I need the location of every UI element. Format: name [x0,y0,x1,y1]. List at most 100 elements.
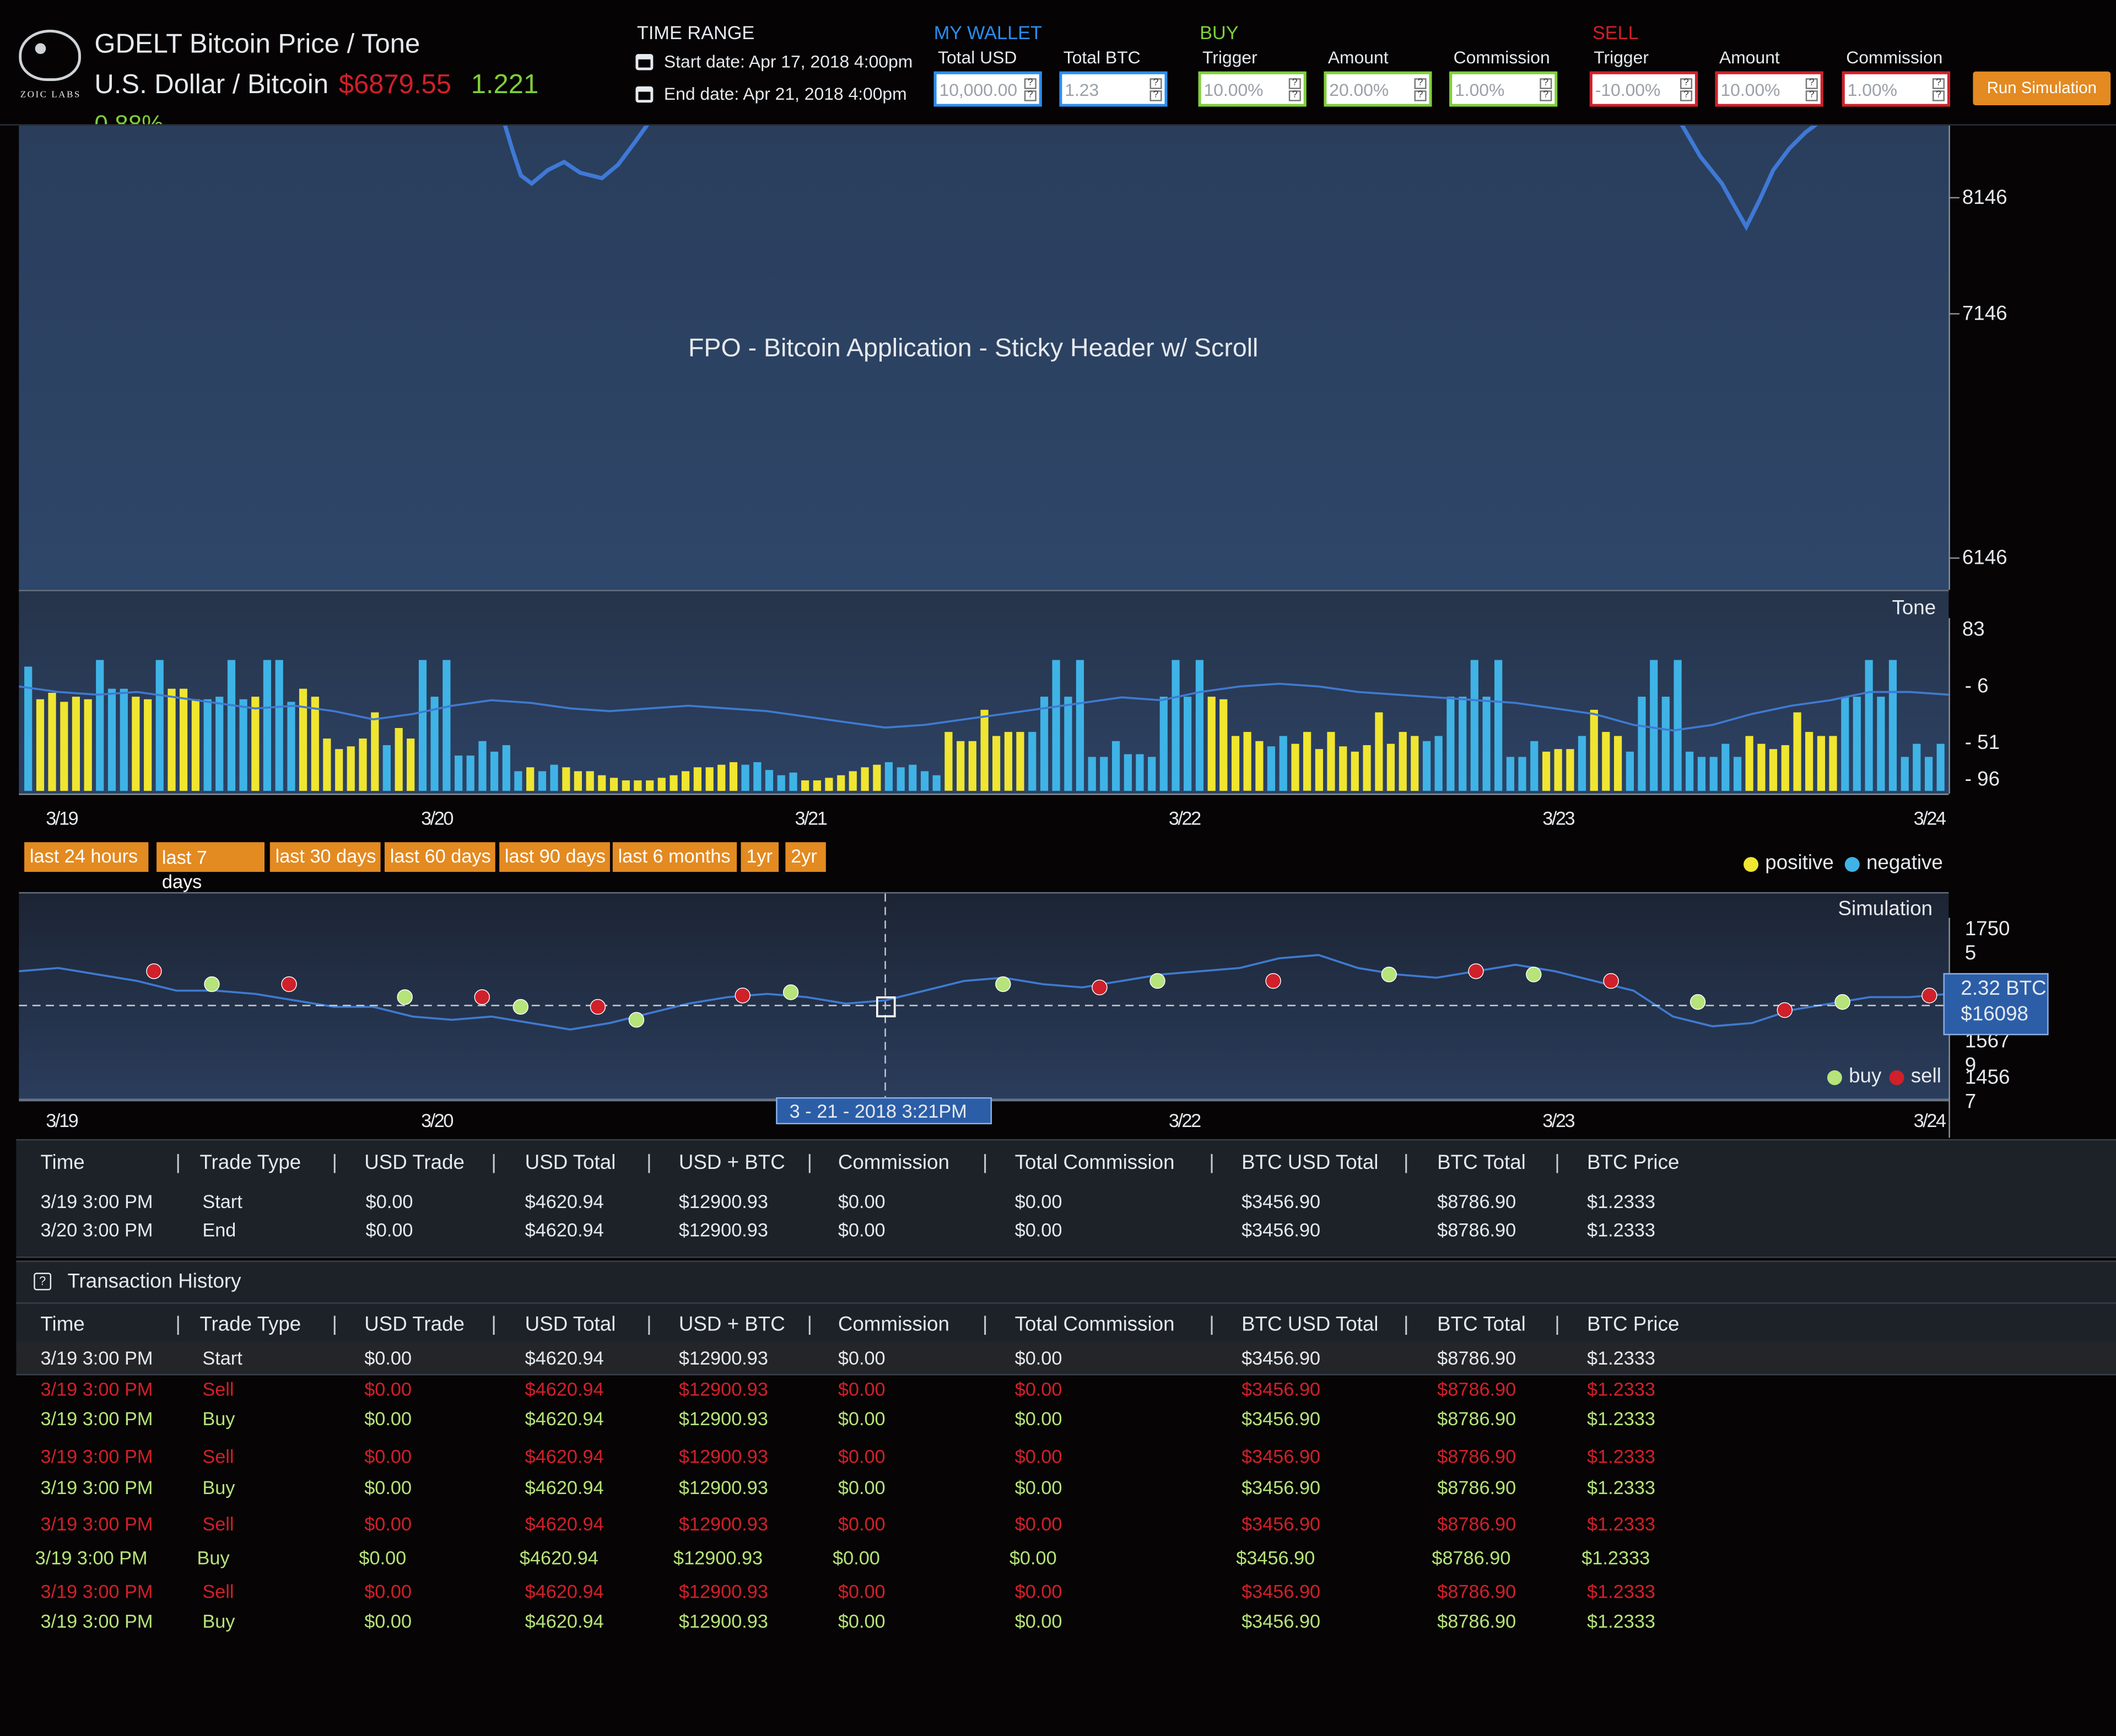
tone-bar-positive[interactable] [861,767,869,791]
stepper-icon[interactable]: ?? [1414,78,1427,101]
tone-bar-positive[interactable] [1817,736,1826,791]
tone-bar-positive[interactable] [84,699,92,791]
tone-bar-negative[interactable] [1470,660,1478,791]
tone-bar-negative[interactable] [1733,757,1742,791]
buy-point[interactable] [204,976,220,993]
tone-bar-positive[interactable] [705,767,714,791]
tone-bar-negative[interactable] [1184,697,1192,791]
tone-bar-negative[interactable] [1482,697,1491,791]
sell-point[interactable] [281,976,297,993]
tone-bar-positive[interactable] [992,736,1001,791]
tone-bar-positive[interactable] [1303,732,1311,791]
tone-bar-negative[interactable] [789,772,797,791]
tone-bar-positive[interactable] [957,741,965,791]
tone-bar-positive[interactable] [1399,732,1407,791]
tone-bar-positive[interactable] [562,767,570,791]
tone-bar-positive[interactable] [622,780,630,791]
tone-bar-negative[interactable] [1888,660,1897,791]
tone-bar-negative[interactable] [909,764,917,791]
stepper-icon[interactable]: ?? [1932,78,1945,101]
tone-bar-negative[interactable] [1028,732,1037,791]
buy-point[interactable] [1526,966,1542,983]
sell-point[interactable] [1603,973,1619,989]
buy-point[interactable] [397,989,413,1005]
tone-bar-negative[interactable] [1674,660,1682,791]
sell-point[interactable] [1092,979,1108,995]
tone-bar-negative[interactable] [538,771,547,791]
tone-bar-positive[interactable] [1004,732,1012,791]
tone-bar-positive[interactable] [179,688,188,791]
tone-bar-negative[interactable] [107,688,116,791]
history-table-row[interactable]: 3/19 3:00 PM Buy $0.00 $4620.94 $12900.93 $0.… [16,1471,2116,1503]
tone-bar-positive[interactable] [729,762,738,791]
tone-bar-positive[interactable] [681,771,690,791]
tone-bar-positive[interactable] [1602,732,1610,791]
tone-bar-positive[interactable] [801,780,809,791]
tone-bar-negative[interactable] [1709,757,1718,791]
tone-bar-positive[interactable] [873,764,881,791]
tone-bar-positive[interactable] [1315,749,1323,791]
tone-bar-positive[interactable] [1793,712,1801,791]
sell-commission-field[interactable]: 1.00%?? [1842,71,1950,107]
tone-bar-positive[interactable] [144,699,152,791]
help-icon[interactable]: ? [34,1273,52,1291]
tone-bar-positive[interactable] [646,780,654,791]
tone-bar-negative[interactable] [466,755,474,791]
tone-bar-negative[interactable] [1494,660,1503,791]
range-60d-button[interactable]: last 60 days [384,842,495,872]
tone-bar-negative[interactable] [263,660,272,791]
tone-bar-negative[interactable] [96,660,104,791]
buy-trigger-field[interactable]: 10.00%?? [1198,71,1307,107]
tone-bar-negative[interactable] [1530,741,1539,791]
sell-amount-field[interactable]: 10.00%?? [1715,71,1823,107]
hover-marker-icon[interactable] [876,996,896,1017]
tone-bar-positive[interactable] [717,764,726,791]
tone-bar-positive[interactable] [1243,732,1251,791]
tone-bar-negative[interactable] [1841,697,1849,791]
tone-bar-negative[interactable] [1661,697,1670,791]
calendar-icon[interactable] [635,53,654,71]
tone-bar-positive[interactable] [944,732,953,791]
tone-bar-negative[interactable] [478,741,487,791]
tone-bar-negative[interactable] [1172,660,1180,791]
tone-bar-negative[interactable] [1650,660,1658,791]
history-table-row[interactable]: 3/19 3:00 PM Sell $0.00 $4620.94 $12900.93 $0… [16,1440,2116,1473]
tone-bar-positive[interactable] [36,699,45,791]
tone-bar-negative[interactable] [1865,660,1873,791]
history-header-bar[interactable]: ? Transaction History [16,1260,2116,1304]
tone-bar-positive[interactable] [1554,749,1562,791]
range-7d-button[interactable]: last 7 days [156,842,265,892]
tone-bar-negative[interactable] [1088,757,1096,791]
tone-bar-positive[interactable] [191,699,199,791]
buy-point[interactable] [1834,994,1850,1010]
sell-point[interactable] [1468,963,1484,979]
total-usd-field[interactable]: 10,000.00?? [933,71,1042,107]
tone-bar-positive[interactable] [1351,751,1359,791]
history-table-row[interactable]: 3/19 3:00 PM Buy $0.00 $4620.94 $12900.93 $0.… [16,1403,2116,1435]
tone-bar-negative[interactable] [1913,743,1921,791]
tone-bar-negative[interactable] [1901,757,1909,791]
tone-bar-positive[interactable] [1411,736,1419,791]
tone-bar-positive[interactable] [347,746,355,791]
sell-trigger-field[interactable]: -10.00%?? [1589,71,1698,107]
tone-bar-negative[interactable] [777,775,785,791]
tone-bar-positive[interactable] [1327,732,1335,791]
tone-bar-negative[interactable] [275,660,283,791]
tone-bar-negative[interactable] [1721,743,1730,791]
tone-bar-negative[interactable] [455,755,463,791]
tone-bar-negative[interactable] [490,751,499,791]
buy-point[interactable] [995,976,1011,993]
tone-bar-positive[interactable] [837,775,845,791]
tone-bar-positive[interactable] [1769,749,1778,791]
tone-bar-negative[interactable] [1686,751,1694,791]
tone-bar-positive[interactable] [168,688,176,791]
range-30d-button[interactable]: last 30 days [269,842,381,872]
tone-bar-positive[interactable] [1757,743,1766,791]
tone-bar-positive[interactable] [1255,741,1264,791]
stepper-icon[interactable]: ?? [1288,78,1301,101]
history-table-row[interactable]: 3/19 3:00 PM Sell $0.00 $4620.94 $12900.93 $0… [16,1508,2116,1540]
tone-bar-negative[interactable] [1578,736,1586,791]
tone-bar-positive[interactable] [693,767,701,791]
sell-point[interactable] [1265,973,1281,989]
sell-point[interactable] [735,988,751,1004]
